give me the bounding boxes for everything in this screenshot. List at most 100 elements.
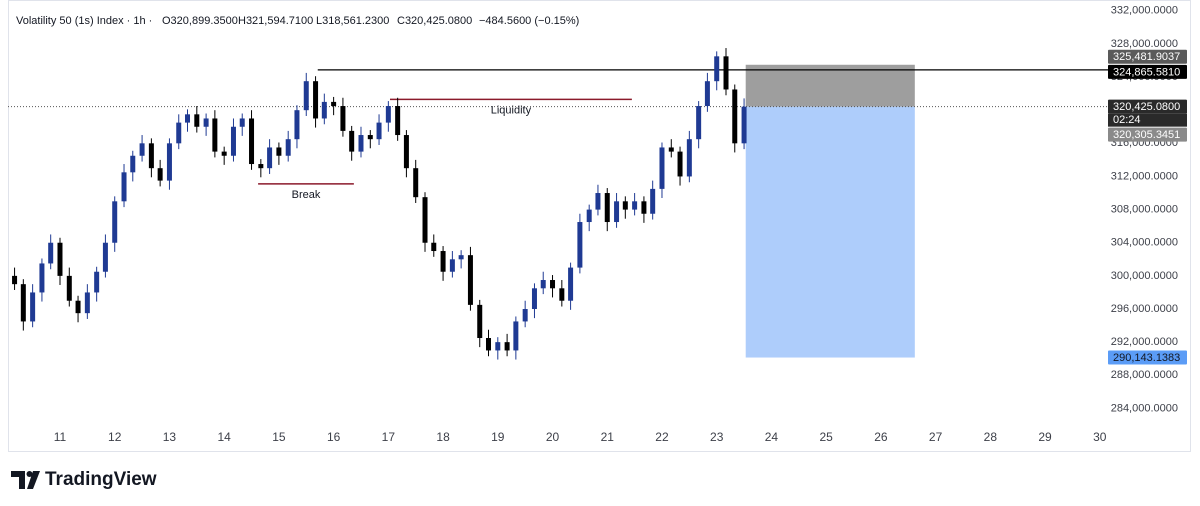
candle-body [504, 342, 510, 351]
candle-body [403, 135, 409, 169]
candle [349, 125, 355, 161]
candle [303, 72, 309, 116]
logo-mark [26, 471, 33, 477]
ohlc-low: L318,561.2300 [316, 15, 389, 27]
candle [66, 267, 72, 307]
candle [358, 126, 364, 158]
candle [504, 333, 510, 357]
candle-body [194, 114, 200, 127]
candle [367, 130, 373, 149]
candle [577, 213, 583, 274]
candle-body [641, 201, 647, 214]
candle [48, 234, 54, 270]
y-tick-label: 312,000.0000 [1111, 170, 1178, 182]
candle-body [376, 122, 382, 140]
candle-body [57, 242, 63, 276]
candle [30, 284, 36, 328]
y-tick-label: 328,000.0000 [1111, 38, 1178, 50]
candle-body [714, 56, 720, 82]
candle [595, 184, 601, 216]
candle-body [230, 126, 236, 156]
candle-body [221, 151, 227, 156]
candle-body [632, 201, 638, 210]
candle-body [340, 106, 346, 131]
candle [121, 164, 127, 208]
price-tag-label: 290,143.1383 [1113, 352, 1180, 364]
candle-body [267, 147, 273, 169]
candle [431, 234, 437, 257]
candle-body [732, 89, 738, 144]
candle-body [12, 275, 18, 285]
stop-zone [745, 64, 915, 107]
x-tick-label: 23 [710, 430, 724, 444]
candle [449, 251, 455, 278]
candle-body [550, 280, 556, 289]
candle-body [157, 168, 163, 181]
candle [130, 150, 136, 182]
candle [94, 266, 100, 302]
candle [550, 275, 556, 298]
candle-body [604, 193, 610, 223]
candle-body [313, 81, 319, 119]
candle [677, 146, 683, 186]
candle-body [413, 168, 419, 198]
price-tag [1108, 64, 1187, 79]
candle-body [540, 280, 546, 289]
candle-body [704, 81, 710, 107]
candle [495, 337, 501, 360]
candle-body [614, 201, 620, 223]
y-tick-label: 304,000.0000 [1111, 237, 1178, 249]
candle [622, 196, 628, 219]
candle [294, 105, 300, 149]
candle-body [586, 209, 592, 223]
x-tick-label: 29 [1038, 430, 1052, 444]
candle-body [39, 263, 45, 293]
candle [723, 48, 729, 96]
candle [139, 135, 145, 162]
x-tick-label: 22 [655, 430, 669, 444]
candle-body [513, 321, 519, 351]
candle-body [285, 139, 291, 156]
logo-mark [11, 471, 25, 489]
candle [148, 138, 154, 178]
candle-body [130, 155, 136, 173]
price-tag [1108, 350, 1187, 365]
candle [276, 142, 282, 165]
candle-body [258, 164, 264, 169]
candle-body [677, 151, 683, 177]
y-tick-label: 308,000.0000 [1111, 204, 1178, 216]
candle [586, 204, 592, 232]
x-tick-label: 24 [765, 430, 779, 444]
price-tag-label: 320,425.0800 [1113, 101, 1180, 113]
price-tag-label: 325,481.9037 [1113, 51, 1180, 63]
candle-body [650, 188, 656, 214]
candle [84, 284, 90, 319]
candle-body [203, 118, 209, 127]
candle-body [303, 81, 309, 111]
price-tag [1108, 99, 1187, 114]
candle [385, 101, 391, 132]
x-tick-label: 17 [382, 430, 396, 444]
candle [732, 84, 738, 153]
candle-body [686, 139, 692, 177]
candle-body [48, 242, 54, 264]
candle [632, 193, 638, 216]
candle [650, 180, 656, 220]
x-tick-label: 18 [436, 430, 450, 444]
candle [485, 329, 491, 357]
y-tick-label: 288,000.0000 [1111, 369, 1178, 381]
candle-body [176, 122, 182, 144]
candle [696, 101, 702, 149]
candle [321, 93, 327, 125]
candle [166, 138, 172, 190]
candle [203, 113, 209, 136]
candle [258, 159, 264, 178]
candle [249, 110, 255, 170]
y-tick-label: 296,000.0000 [1111, 303, 1178, 315]
chart-frame [8, 0, 1191, 452]
candle-body [696, 106, 702, 140]
candle [285, 130, 291, 162]
candle-body [668, 147, 674, 152]
x-tick-label: 13 [163, 430, 177, 444]
candle [686, 130, 692, 183]
